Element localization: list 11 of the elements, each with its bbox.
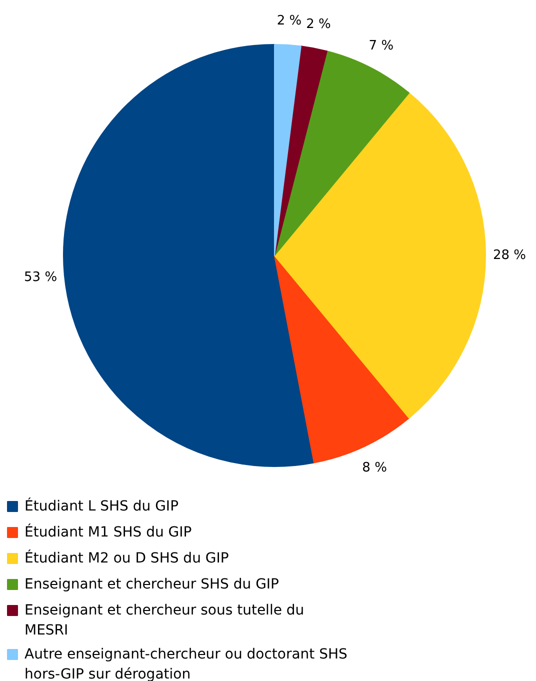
data-label: 53 % xyxy=(24,270,58,286)
legend-label: Enseignant et chercheur SHS du GIP xyxy=(24,576,279,592)
legend-label: Étudiant M1 SHS du GIP xyxy=(24,524,192,540)
legend-label: Étudiant M2 ou D SHS du GIP xyxy=(24,550,229,566)
data-label: 7 % xyxy=(368,38,394,54)
legend-label: Étudiant L SHS du GIP xyxy=(24,498,179,514)
data-label: 8 % xyxy=(362,460,387,476)
legend-label: Enseignant et chercheur sous tutelle du MESRI xyxy=(24,602,304,638)
data-label: 28 % xyxy=(492,248,526,263)
data-label: 2 % xyxy=(306,17,331,32)
data-label: 2 % xyxy=(276,13,302,28)
